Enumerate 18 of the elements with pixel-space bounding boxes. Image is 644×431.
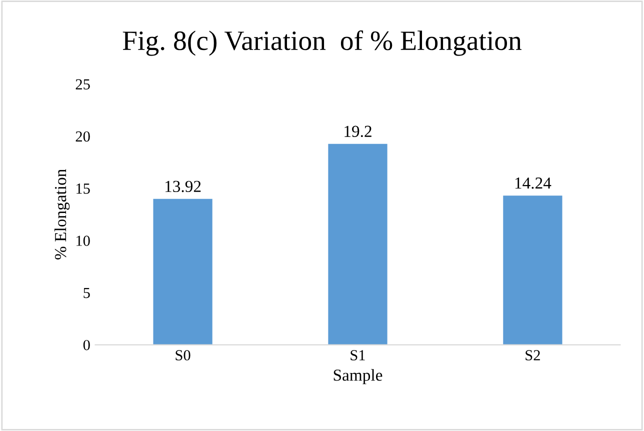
data-label: 14.24 [515, 178, 552, 189]
data-label: 13.92 [166, 180, 201, 192]
y-tick-label: 0 [83, 340, 90, 350]
y-tick-label: 20 [76, 131, 90, 142]
bar [328, 144, 388, 345]
y-axis-title: % Elongation [54, 169, 70, 260]
x-tick-label: S2 [526, 350, 540, 360]
bar [153, 198, 212, 345]
chart-title: Fig. 8(c) Variation of % Elongation [122, 30, 522, 56]
x-tick-label: S1 [350, 350, 365, 360]
y-tick-label: 25 [76, 79, 90, 90]
data-label: 19.2 [344, 126, 372, 138]
x-tick-label: S0 [176, 350, 190, 360]
x-axis-title: Sample [334, 369, 382, 384]
y-tick-label: 15 [76, 184, 90, 194]
bar [503, 196, 562, 345]
y-tick-label: 5 [84, 288, 90, 298]
y-tick-label: 10 [76, 236, 90, 246]
